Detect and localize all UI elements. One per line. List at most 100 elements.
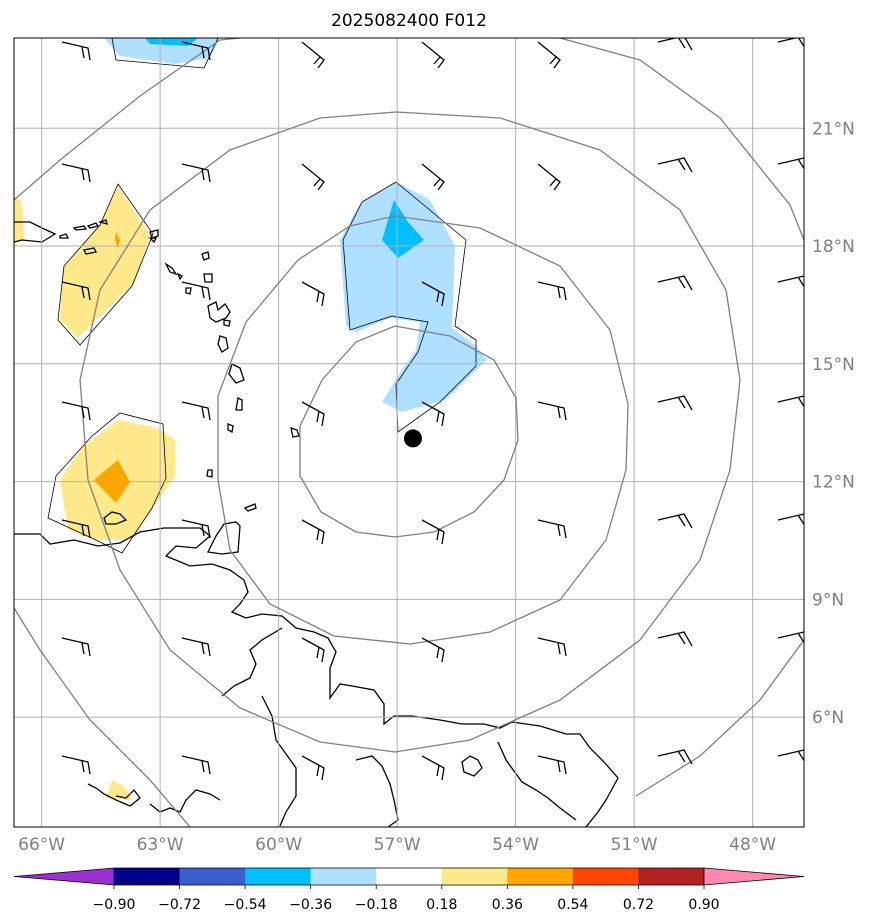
lon-tick-label-0: 66°W: [18, 835, 65, 855]
island-tobago: [243, 503, 257, 512]
wind-barb-13: [777, 157, 804, 170]
wind-barb-33: [657, 513, 693, 529]
wind-barb-17: [421, 281, 445, 307]
wind-barb-21: [61, 401, 91, 421]
wind-barb-12: [657, 157, 693, 173]
shaded-field: [14, 38, 487, 800]
lat-tick-label-5: 21°N: [812, 119, 855, 139]
wind-barb-25: [537, 401, 567, 421]
island-barbados: [290, 427, 300, 438]
island-stlucia: [235, 397, 243, 411]
gridlines: [14, 38, 804, 827]
wind-barb-41: [777, 631, 804, 644]
island-virgin-4: [97, 219, 108, 225]
cyan-area-top: [145, 38, 198, 46]
contour-northwest: [57, 183, 154, 346]
coast-guiana-east: [497, 741, 577, 821]
wind-barb-46: [537, 755, 567, 775]
contour-west: [47, 412, 167, 554]
island-grenada: [206, 469, 213, 478]
island-stmartin: [148, 237, 158, 244]
lat-tick-label-2: 12°N: [812, 473, 855, 493]
wind-barb-23: [301, 401, 325, 427]
colorbar-level-label-8: 0.72: [623, 897, 654, 913]
wind-barb-42: [61, 755, 91, 775]
coast-south-america: [14, 527, 619, 827]
lake-small: [461, 755, 483, 777]
wind-barb-28: [61, 519, 91, 539]
colorbar-segment-9: [638, 868, 705, 885]
island-stkitts: [164, 262, 178, 276]
lon-tick-label-2: 60°W: [255, 835, 302, 855]
lon-tick-label-1: 63°W: [137, 835, 184, 855]
storm-center-marker: [403, 429, 422, 448]
range-ring-4: [14, 38, 804, 827]
wind-barb-31: [421, 519, 445, 545]
wind-barb-8: [181, 163, 211, 183]
lon-tick-label-5: 51°W: [611, 835, 658, 855]
wind-barb-20: [777, 275, 804, 288]
yellow-area-northwest: [60, 186, 150, 338]
wind-barb-48: [777, 749, 804, 762]
wind-barb-11: [537, 163, 561, 191]
wind-barb-24: [421, 401, 445, 427]
wind-barb-5: [657, 38, 693, 51]
coast-guiana-south: [261, 695, 297, 827]
orange-spot-northwest: [115, 232, 120, 248]
wind-barb-26: [657, 395, 693, 411]
island-guadeloupe: [207, 301, 231, 323]
island-stcroix: [83, 247, 97, 255]
contour-top: [111, 38, 219, 69]
range-ring-1: [299, 325, 519, 538]
map-frame: [13, 37, 805, 828]
longitude-axis: 66°W 63°W 60°W 57°W 54°W 51°W 48°W: [18, 835, 776, 855]
colorbar-level-label-7: 0.54: [557, 897, 588, 913]
coastlines: [14, 219, 619, 827]
colorbar-labels: −0.90 −0.72 −0.54 −0.36 −0.18 0.18 0.36 0.54 0.7…: [93, 885, 720, 913]
wind-barb-14: [61, 281, 91, 301]
wind-barb-38: [421, 637, 445, 663]
colorbar-level-label-1: −0.72: [158, 897, 201, 913]
cyan-area-central: [382, 200, 424, 258]
lat-tick-label-3: 15°N: [812, 355, 855, 375]
wind-barb-7: [61, 163, 91, 183]
map-title: 2025082400 F012: [331, 11, 487, 31]
wind-barb-32: [537, 519, 567, 539]
island-trinidad: [207, 521, 241, 555]
coast-venezuela-inland: [221, 627, 283, 697]
latitude-axis: 6°N 9°N 12°N 15°N 18°N 21°N: [812, 119, 855, 728]
island-virgin-2: [72, 225, 88, 231]
island-anguilla: [149, 229, 159, 239]
wind-barb-35: [61, 637, 91, 657]
lon-tick-label-3: 57°W: [374, 835, 421, 855]
wind-barb-29: [181, 519, 211, 539]
wind-barb-47: [657, 749, 693, 765]
colorbar-segment-7: [507, 868, 574, 885]
wind-barb-10: [421, 163, 445, 191]
colorbar-segment-3: [245, 868, 312, 885]
wind-barb-15: [181, 281, 211, 301]
blue-area-central: [340, 182, 487, 412]
colorbar: [13, 867, 805, 886]
wind-barb-36: [181, 637, 211, 657]
lon-tick-label-4: 54°W: [492, 835, 539, 855]
island-virgin-1: [59, 233, 70, 239]
wind-barb-43: [181, 755, 211, 775]
coast-puerto-rico: [14, 221, 57, 243]
island-barbuda: [201, 251, 210, 261]
colorbar-level-label-4: −0.18: [355, 897, 398, 913]
island-dominica: [217, 335, 229, 353]
coast-lake-river: [149, 789, 221, 813]
colorbar-segment-2: [179, 868, 246, 885]
range-ring-2: [217, 215, 629, 645]
lon-tick-label-6: 48°W: [729, 835, 776, 855]
island-virgin-3: [86, 222, 100, 229]
wind-barb-45: [421, 755, 445, 781]
colorbar-segment-1: [114, 868, 181, 885]
yellow-spot-south: [106, 780, 133, 800]
wind-barb-44: [301, 755, 325, 781]
contour-lines: [47, 38, 477, 554]
wind-barb-19: [657, 275, 693, 291]
yellow-strip-left: [14, 196, 24, 244]
wind-barb-18: [537, 281, 567, 301]
